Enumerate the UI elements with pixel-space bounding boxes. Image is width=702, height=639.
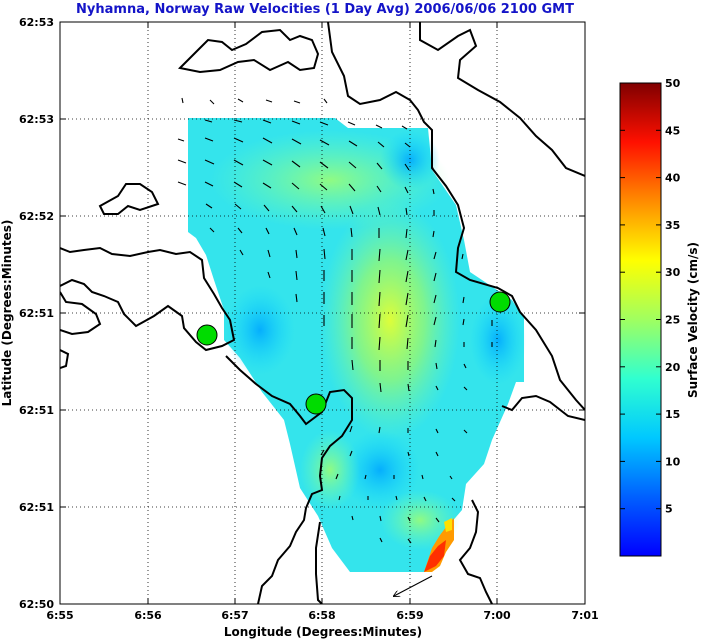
grid-lines: [60, 22, 585, 604]
colorbar-tick-label: 10: [665, 455, 681, 468]
x-tick-label: 6:58: [308, 609, 335, 622]
colorbar-tick-label: 5: [665, 503, 673, 516]
y-tick-label: 62:53: [19, 113, 54, 126]
y-tick-label: 62:51: [19, 404, 54, 417]
x-tick-label: 7:00: [483, 609, 511, 622]
x-tick-label: 7:01: [571, 609, 598, 622]
y-axis-label: Latitude (Degrees:Minutes): [0, 220, 14, 407]
y-tick-label: 62:50: [19, 598, 54, 611]
coastline: [60, 22, 585, 604]
y-tick-label: 62:53: [19, 16, 54, 29]
colorbar-label: Surface Velocity (cm/s): [686, 242, 700, 398]
colorbar-tick-label: 25: [665, 314, 680, 327]
colorbar-tick-label: 45: [665, 124, 680, 137]
x-tick-label: 6:59: [396, 609, 423, 622]
colorbar-tick-label: 30: [665, 266, 681, 279]
x-axis-label: Longitude (Degrees:Minutes): [224, 625, 422, 639]
x-tick-label: 6:56: [134, 609, 162, 622]
station-marker: [489, 291, 511, 313]
station-marker: [196, 324, 218, 346]
colorbar-tick-label: 50: [665, 77, 681, 90]
colorbar: 5 10 15 20 25 30 35 40 45 50 Surface Velocity (cm…: [619, 77, 700, 557]
y-tick-label: 62:51: [19, 307, 54, 320]
colorbar-tick-label: 20: [665, 361, 681, 374]
y-tick-label: 62:52: [19, 210, 54, 223]
station-markers: [196, 291, 511, 415]
colorbar-tick-label: 15: [665, 408, 680, 421]
x-tick-label: 6:55: [46, 609, 73, 622]
chart-title: Nyhamna, Norway Raw Velocities (1 Day Av…: [76, 2, 574, 17]
x-tick-labels: 6:55 6:56 6:57 6:58 6:59 7:00 7:01: [46, 609, 598, 622]
x-tick-label: 6:57: [221, 609, 248, 622]
axis-ticks: [60, 22, 585, 604]
y-tick-labels: 62:50 62:51 62:51 62:51 62:52 62:53 62:5…: [19, 16, 54, 611]
station-marker: [305, 393, 327, 415]
colorbar-scale: [619, 82, 662, 557]
velocity-vectors: [177, 97, 493, 596]
colorbar-tick-label: 35: [665, 219, 680, 232]
velocity-field: [188, 118, 526, 572]
y-tick-label: 62:51: [19, 501, 54, 514]
colorbar-tick-label: 40: [665, 172, 681, 185]
